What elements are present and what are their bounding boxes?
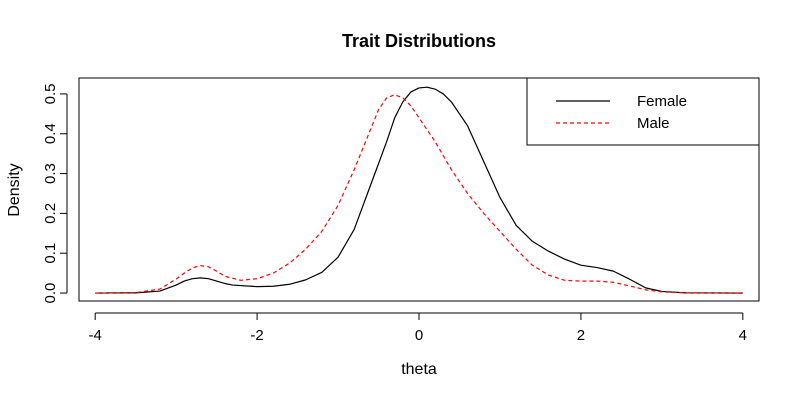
x-tick-label: 2 — [577, 327, 585, 344]
y-tick-label: 0.3 — [42, 163, 59, 184]
x-axis: -4 -2 0 2 4 — [89, 313, 747, 344]
legend-box — [527, 78, 759, 145]
x-tick-label: 4 — [739, 327, 747, 344]
x-tick-label: 0 — [415, 327, 423, 344]
y-tick-label: 0.0 — [42, 283, 59, 304]
legend-label-male: Male — [637, 115, 670, 132]
x-axis-label: theta — [401, 361, 437, 378]
legend: Female Male — [527, 78, 759, 145]
y-tick-label: 0.5 — [42, 83, 59, 104]
y-tick-label: 0.1 — [42, 243, 59, 264]
y-tick-label: 0.4 — [42, 123, 59, 144]
x-tick-label: -2 — [250, 327, 263, 344]
x-tick-label: -4 — [89, 327, 102, 344]
chart-title: Trait Distributions — [342, 31, 496, 51]
legend-label-female: Female — [637, 93, 687, 110]
y-axis: 0.0 0.1 0.2 0.3 0.4 0.5 — [42, 83, 67, 303]
y-axis-label: Density — [6, 163, 23, 216]
y-tick-label: 0.2 — [42, 203, 59, 224]
